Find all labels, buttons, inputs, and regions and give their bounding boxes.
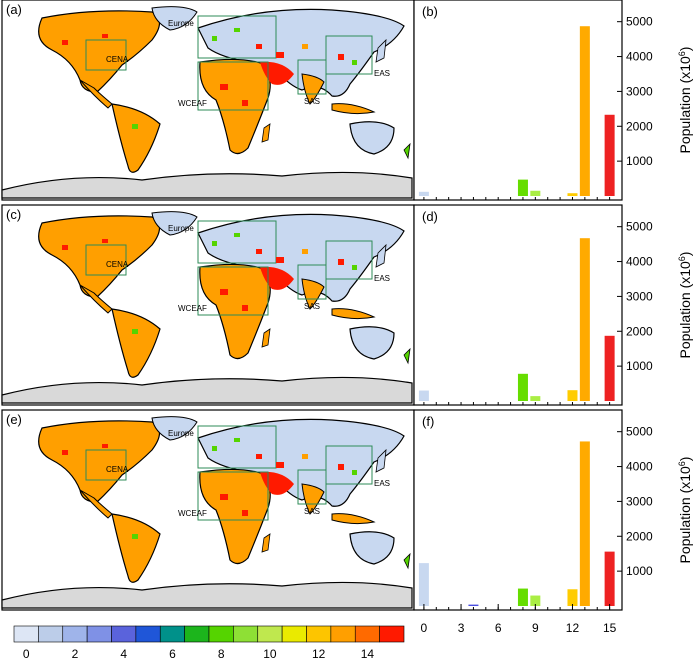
y-axis-title: Population (x106) [677, 457, 693, 564]
bar-frame [413, 409, 623, 611]
colorbar-swatch [257, 625, 283, 643]
bar [604, 551, 615, 606]
colorbar-swatch [111, 625, 137, 643]
colorbar-swatch [233, 625, 259, 643]
y-tick-label: 2000 [626, 529, 653, 543]
region-label: EAS [374, 479, 390, 488]
bar [579, 441, 590, 606]
region-label: EAS [374, 69, 390, 78]
bar [604, 114, 615, 196]
bar [517, 588, 528, 606]
region-label: CENA [106, 465, 129, 474]
y-tick-label: 1000 [626, 564, 653, 578]
panel-label: (c) [6, 207, 21, 222]
colorbar: 0 2 4 6 8 10 12 14 [13, 625, 405, 661]
colorbar-swatch [379, 625, 405, 643]
bar [579, 238, 590, 401]
panel-label: (b) [422, 4, 438, 19]
region-label: WCEAF [178, 99, 207, 108]
x-tick-label: 12 [566, 621, 580, 635]
region-label: WCEAF [178, 304, 207, 313]
y-tick-label: 3000 [626, 494, 653, 508]
colorbar-swatch [13, 625, 39, 643]
colorbar-label: 8 [218, 647, 225, 661]
bar [418, 191, 429, 196]
y-tick-label: 2000 [626, 119, 653, 133]
y-tick-label: 3000 [626, 84, 653, 98]
region-label: Europe [168, 224, 194, 233]
bar-panel: (f) 1000 2000 3000 4000 5000 0 3 6 9 12 15 Populatio… [413, 409, 693, 635]
colorbar-label: 14 [361, 647, 375, 661]
region-label: WCEAF [178, 509, 207, 518]
region-label: CENA [106, 260, 129, 269]
panel-label: (d) [422, 209, 438, 224]
region-label: EAS [374, 274, 390, 283]
region-label: SAS [304, 97, 320, 106]
map-panel: (e) Europe CENA WCEAF SAS EAS [1, 409, 415, 611]
y-tick-label: 5000 [626, 425, 653, 439]
colorbar-swatch [208, 625, 234, 643]
y-tick-label: 4000 [626, 255, 653, 269]
y-tick-label: 2000 [626, 324, 653, 338]
bar [418, 390, 429, 401]
colorbar-swatch [184, 625, 210, 643]
panel-label: (e) [6, 412, 22, 427]
colorbar-swatch [62, 625, 88, 643]
map-panel: (a) Europe CENA WCEAF SAS EAS [1, 0, 415, 201]
bar [567, 390, 578, 401]
bar [604, 335, 615, 401]
x-tick-label: 3 [458, 621, 465, 635]
y-tick-label: 1000 [626, 154, 653, 168]
y-tick-label: 5000 [626, 220, 653, 234]
region-label: SAS [304, 507, 320, 516]
bar-panel: (d) 1000 2000 3000 4000 5000 Population (x106) [413, 204, 693, 406]
region-label: Europe [168, 19, 194, 28]
bar [418, 563, 429, 606]
bar [567, 193, 578, 196]
colorbar-label: 0 [23, 647, 30, 661]
panel-label: (a) [6, 2, 22, 17]
colorbar-label: 6 [169, 647, 176, 661]
colorbar-label: 4 [120, 647, 127, 661]
y-tick-label: 4000 [626, 460, 653, 474]
region-label: SAS [304, 302, 320, 311]
bar [579, 26, 590, 196]
colorbar-label: 2 [72, 647, 79, 661]
x-tick-label: 9 [532, 621, 539, 635]
bar [530, 396, 541, 401]
colorbar-label: 10 [263, 647, 277, 661]
y-tick-label: 4000 [626, 50, 653, 64]
x-tick-label: 15 [603, 621, 617, 635]
colorbar-label: 12 [312, 647, 326, 661]
y-axis-title: Population (x106) [677, 252, 693, 359]
y-axis-title: Population (x106) [677, 47, 693, 154]
panel-layer: (a) Europe CENA WCEAF SAS EAS (c) Europe CENA WCE… [1, 0, 693, 661]
colorbar-swatch [330, 625, 356, 643]
bar [517, 179, 528, 196]
bar [530, 595, 541, 606]
bar-frame [413, 0, 623, 201]
colorbar-swatch [306, 625, 332, 643]
colorbar-swatch [159, 625, 185, 643]
y-tick-label: 5000 [626, 15, 653, 29]
bar [468, 604, 479, 606]
panel-label: (f) [422, 414, 434, 429]
colorbar-swatch [354, 625, 380, 643]
x-tick-label: 0 [421, 621, 428, 635]
bar [567, 589, 578, 606]
region-label: CENA [106, 55, 129, 64]
colorbar-swatch [281, 625, 307, 643]
bar [530, 190, 541, 196]
map-panel: (c) Europe CENA WCEAF SAS EAS [1, 204, 415, 406]
y-tick-label: 3000 [626, 289, 653, 303]
colorbar-swatch [86, 625, 112, 643]
colorbar-swatch [38, 625, 64, 643]
bar [517, 373, 528, 401]
x-tick-label: 6 [495, 621, 502, 635]
y-tick-label: 1000 [626, 359, 653, 373]
region-label: Europe [168, 429, 194, 438]
bar-panel: (b) 1000 2000 3000 4000 5000 Population (x106) [413, 0, 693, 201]
colorbar-swatch [135, 625, 161, 643]
